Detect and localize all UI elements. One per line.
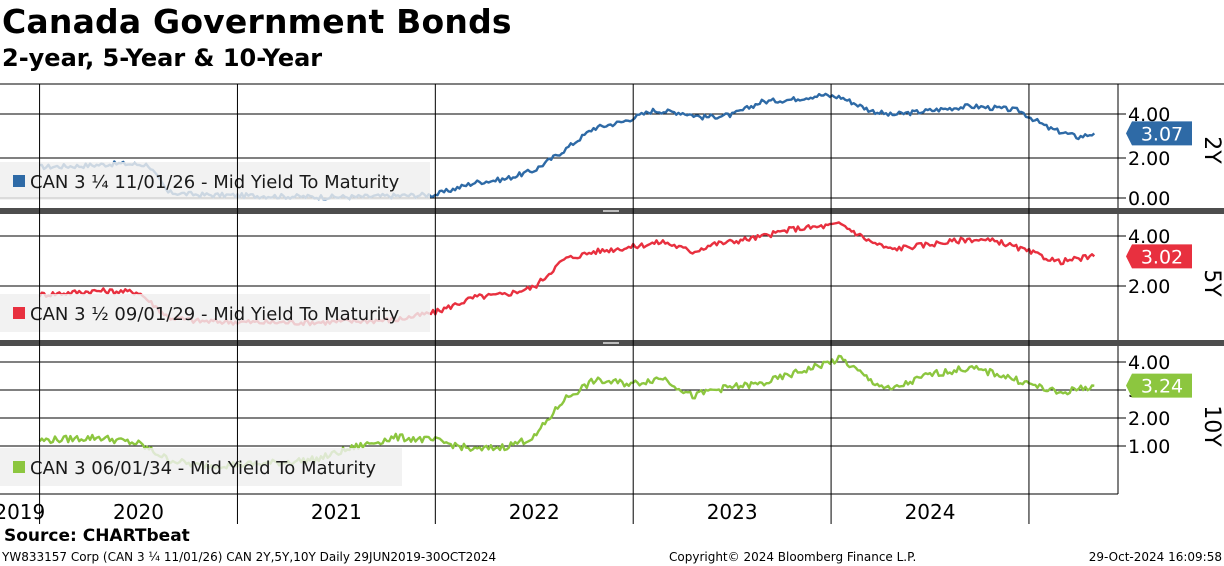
chart-frame <box>0 83 1224 495</box>
tenor-label-5y: 5Y <box>1199 269 1224 297</box>
tenor-label-10y: 10Y <box>1199 405 1224 447</box>
ytick-label-2y-1: 2.00 <box>1128 148 1170 170</box>
tenor-label-2y: 2Y <box>1199 136 1224 164</box>
legend-label-5y: CAN 3 ½ 09/01/29 - Mid Yield To Maturity <box>30 304 400 325</box>
last-value-badge-10y <box>1126 373 1192 398</box>
year-label-2023: 2023 <box>707 500 758 524</box>
legend-label-2y: CAN 3 ¼ 11/01/26 - Mid Yield To Maturity <box>30 172 400 193</box>
panel-resize-handle-1 <box>603 210 619 212</box>
last-value-badge-2y <box>1126 121 1192 146</box>
footer-ticker-info: YW833157 Corp (CAN 3 ¼ 11/01/26) CAN 2Y,… <box>2 550 497 564</box>
last-value-text-5y: 3.02 <box>1141 246 1183 268</box>
footer-copyright: Copyright© 2024 Bloomberg Finance L.P. <box>669 550 917 564</box>
legend-swatch-2y <box>13 175 25 187</box>
year-label-2021: 2021 <box>311 500 362 524</box>
year-label-2020: 2020 <box>113 500 164 524</box>
chart-title: Canada Government Bonds <box>2 2 512 41</box>
ytick-label-10y-3: 1.00 <box>1128 436 1170 458</box>
legend-label-10y: CAN 3 06/01/34 - Mid Yield To Maturity <box>30 458 376 479</box>
last-value-badge-5y <box>1126 244 1192 269</box>
panel-5y: 4.00 2.00 CAN 3 ½ 09/01/29 - Mid Yield To … <box>0 221 1224 332</box>
chart-subtitle: 2-year, 5-Year & 10-Year <box>2 44 323 72</box>
legend-box-2y <box>0 162 430 200</box>
ytick-label-5y-0: 4.00 <box>1128 226 1170 248</box>
legend-swatch-5y <box>13 307 25 319</box>
legend-swatch-10y <box>13 461 25 473</box>
source-note: Source: CHARTbeat <box>4 526 190 546</box>
year-label-2022: 2022 <box>509 500 560 524</box>
legend-box-10y <box>0 448 402 486</box>
last-value-text-10y: 3.24 <box>1141 376 1183 398</box>
ytick-label-10y-0: 4.00 <box>1128 352 1170 374</box>
year-label-2024: 2024 <box>905 500 956 524</box>
footer-timestamp: 29-Oct-2024 16:09:58 <box>1088 550 1222 564</box>
ytick-label-2y-0: 4.00 <box>1128 104 1170 126</box>
year-label-2019: 2019 <box>0 500 45 524</box>
last-value-text-2y: 3.07 <box>1141 123 1183 145</box>
ytick-label-5y-1: 2.00 <box>1128 276 1170 298</box>
x-axis: 2019 2020 2021 2022 2023 2024 <box>0 84 1030 524</box>
ytick-label-2y-2: 0.00 <box>1128 188 1170 210</box>
ytick-label-10y-2: 2.00 <box>1128 408 1170 430</box>
chart-panels: 4.00 2.00 0.00 CAN 3 ¼ 11/01/26 - Mid Yield… <box>0 92 1224 486</box>
panel-resize-handle-2 <box>603 342 619 344</box>
legend-box-5y <box>0 294 430 332</box>
panel-2y: 4.00 2.00 0.00 CAN 3 ¼ 11/01/26 - Mid Yield… <box>0 92 1224 210</box>
